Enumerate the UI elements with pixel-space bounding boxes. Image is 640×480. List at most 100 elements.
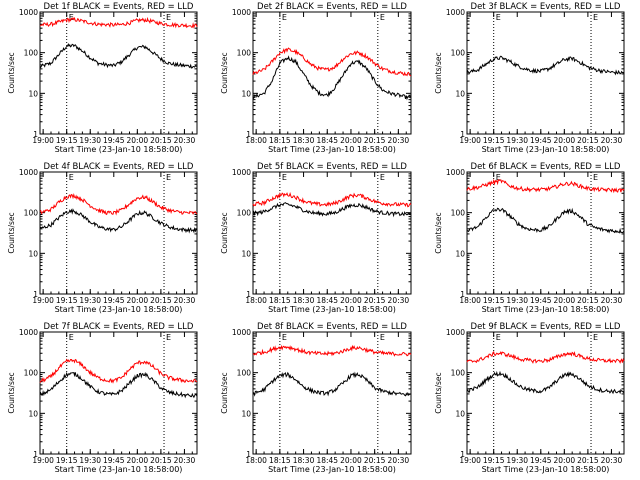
y-tick-label: 10 xyxy=(455,89,465,98)
y-tick-label: 1000 xyxy=(19,168,38,177)
event-marker-label: E xyxy=(69,13,74,22)
series-line-lld xyxy=(39,193,198,216)
x-tick-label: 19:45 xyxy=(530,296,552,305)
x-axis-label: Start Time (23-Jan-10 18:58:00) xyxy=(55,305,183,314)
series-line-lld xyxy=(252,191,412,208)
x-tick-label: 19:00 xyxy=(32,456,54,465)
series-line-lld xyxy=(252,47,412,77)
x-tick-label: 20:00 xyxy=(340,296,362,305)
x-tick-label: 19:15 xyxy=(483,136,505,145)
x-tick-label: 18:30 xyxy=(293,136,315,145)
x-tick-label: 20:00 xyxy=(554,296,576,305)
y-tick-label: 100 xyxy=(24,369,39,378)
x-tick-label: 18:15 xyxy=(269,136,291,145)
series-line-events xyxy=(39,43,198,69)
chart-title: Det 3f BLACK = Events, RED = LLD xyxy=(471,2,621,12)
x-tick-label: 20:00 xyxy=(340,136,362,145)
series-line-events xyxy=(466,55,625,76)
y-tick-label: 1 xyxy=(246,450,251,459)
x-tick-label: 20:30 xyxy=(174,456,196,465)
y-tick-label: 100 xyxy=(451,209,466,218)
y-tick-label: 100 xyxy=(237,369,252,378)
y-tick-label: 10 xyxy=(28,89,38,98)
event-marker-label: E xyxy=(166,173,171,182)
series-line-events xyxy=(252,371,411,397)
series-line-lld xyxy=(466,178,625,194)
plot-frame xyxy=(252,11,412,135)
event-marker-label: E xyxy=(166,333,171,342)
y-tick-label: 1 xyxy=(246,290,251,299)
x-tick-label: 20:30 xyxy=(388,296,410,305)
chart-title: Det 4f BLACK = Events, RED = LLD xyxy=(44,162,194,172)
series-line-lld xyxy=(466,350,625,364)
x-tick-label: 20:15 xyxy=(577,296,599,305)
y-tick-label: 10 xyxy=(241,89,251,98)
x-tick-label: 18:45 xyxy=(316,136,338,145)
event-marker-label: E xyxy=(593,333,598,342)
y-tick-label: 1000 xyxy=(19,328,38,337)
series-line-events xyxy=(252,202,412,218)
y-axis-label: Counts/sec xyxy=(7,52,16,93)
x-tick-label: 20:00 xyxy=(127,136,149,145)
chart-title: Det 7f BLACK = Events, RED = LLD xyxy=(44,322,194,332)
x-axis-label: Start Time (23-Jan-10 18:58:00) xyxy=(55,145,183,154)
x-tick-label: 20:30 xyxy=(601,296,623,305)
y-tick-label: 1 xyxy=(246,130,251,139)
series-line-events xyxy=(39,208,198,234)
x-tick-label: 18:00 xyxy=(245,296,267,305)
y-tick-label: 10 xyxy=(28,409,38,418)
chart-panel-8: Det 8f BLACK = Events, RED = LLD 1 10 100 10… xyxy=(220,322,412,474)
x-tick-label: 20:15 xyxy=(577,136,599,145)
x-tick-label: 19:00 xyxy=(459,456,481,465)
event-marker-label: E xyxy=(380,333,385,342)
series-line-lld xyxy=(39,358,197,384)
plot-frame xyxy=(39,331,198,455)
x-tick-label: 20:15 xyxy=(577,456,599,465)
x-tick-label: 19:45 xyxy=(103,136,125,145)
y-tick-label: 100 xyxy=(24,209,39,218)
event-marker-label: E xyxy=(380,13,385,22)
x-tick-label: 19:45 xyxy=(103,296,125,305)
x-tick-label: 20:30 xyxy=(174,296,196,305)
x-tick-label: 18:00 xyxy=(245,456,267,465)
y-tick-label: 1 xyxy=(460,450,465,459)
x-tick-label: 18:45 xyxy=(316,296,338,305)
x-tick-label: 20:30 xyxy=(388,136,410,145)
y-axis-label: Counts/sec xyxy=(7,212,16,253)
x-tick-label: 20:30 xyxy=(174,136,196,145)
chart-panel-7: Det 7f BLACK = Events, RED = LLD 1 10 100 10… xyxy=(7,322,198,474)
plot-frame xyxy=(39,171,198,295)
event-marker-label: E xyxy=(593,173,598,182)
x-axis-label: Start Time (23-Jan-10 18:58:00) xyxy=(482,305,610,314)
event-marker-label: E xyxy=(69,173,74,182)
y-axis-label: Counts/sec xyxy=(434,372,443,413)
plot-frame xyxy=(252,331,412,455)
event-marker-label: E xyxy=(496,173,501,182)
y-tick-label: 100 xyxy=(237,49,252,58)
series-line-lld xyxy=(39,16,198,29)
x-tick-label: 19:45 xyxy=(530,456,552,465)
y-tick-label: 1 xyxy=(33,450,38,459)
event-marker-label: E xyxy=(282,173,287,182)
y-tick-label: 10 xyxy=(241,249,251,258)
event-marker-label: E xyxy=(69,333,74,342)
x-axis-label: Start Time (23-Jan-10 18:58:00) xyxy=(55,465,183,474)
x-tick-label: 19:30 xyxy=(506,136,528,145)
x-tick-label: 18:30 xyxy=(293,456,315,465)
x-tick-label: 19:30 xyxy=(506,456,528,465)
x-tick-label: 20:15 xyxy=(150,456,172,465)
plot-frame xyxy=(466,171,625,295)
x-tick-label: 20:00 xyxy=(554,136,576,145)
chart-panel-4: Det 4f BLACK = Events, RED = LLD 1 10 100 10… xyxy=(7,162,198,314)
x-tick-label: 20:15 xyxy=(364,456,386,465)
y-tick-label: 100 xyxy=(451,49,466,58)
x-tick-label: 19:00 xyxy=(459,136,481,145)
x-tick-label: 18:30 xyxy=(293,296,315,305)
y-tick-label: 1000 xyxy=(232,8,251,17)
x-tick-label: 19:30 xyxy=(506,296,528,305)
x-tick-label: 19:15 xyxy=(56,296,78,305)
x-axis-label: Start Time (23-Jan-10 18:58:00) xyxy=(268,145,396,154)
chart-title: Det 9f BLACK = Events, RED = LLD xyxy=(471,322,621,332)
series-line-events xyxy=(466,207,625,234)
